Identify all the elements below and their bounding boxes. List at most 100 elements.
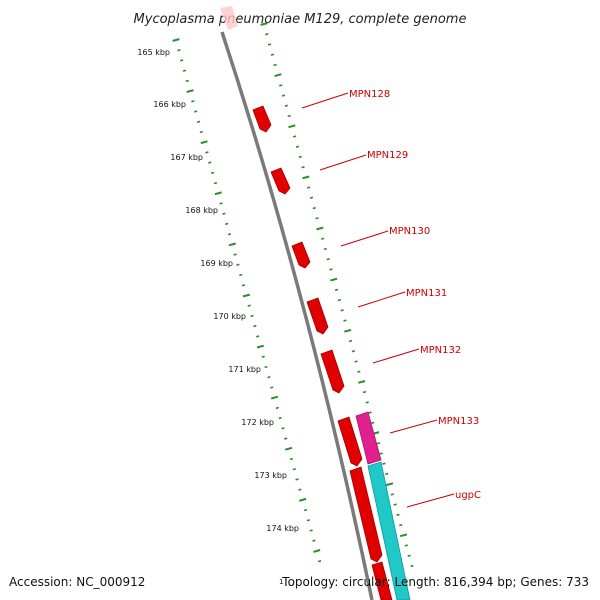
kbp-tick-minor: [191, 100, 195, 103]
gene-block-mpn129[interactable]: [270, 167, 291, 195]
feature-tick-minor: [362, 390, 367, 394]
feature-tick-minor: [393, 503, 397, 506]
kbp-tick-major: [256, 344, 265, 349]
gene-block-bottom[interactable]: [371, 561, 393, 600]
feature-tick-minor: [306, 186, 311, 189]
feature-tick-minor: [315, 217, 319, 220]
feature-tick-minor: [371, 421, 375, 424]
gene-block-mpn128[interactable]: [252, 105, 272, 133]
feature-tick-major: [274, 73, 282, 78]
kbp-tick-minor: [194, 110, 198, 113]
kbp-tick-minor: [177, 49, 181, 52]
feature-tick-minor: [348, 339, 353, 343]
feature-tick-minor: [365, 401, 369, 404]
feature-tick-major: [399, 533, 408, 538]
kbp-tick-major: [214, 191, 222, 196]
kbp-tick-minor: [255, 335, 260, 338]
feature-tick-minor: [334, 288, 339, 292]
kbp-tick-minor: [185, 79, 189, 83]
kbp-tick-minor: [309, 529, 313, 532]
gene-block-mpn130[interactable]: [291, 241, 311, 269]
kbp-label-166: 166 kbp: [153, 100, 186, 109]
feature-tick-minor: [399, 523, 403, 527]
gene-block-mpn132[interactable]: [320, 349, 345, 394]
kbp-tick-minor: [267, 376, 271, 379]
kbp-tick-minor: [211, 171, 215, 174]
kbp-tick-major: [186, 89, 194, 93]
kbp-tick-minor: [219, 202, 223, 205]
genome-backbone: [220, 31, 374, 600]
feature-tick-minor: [270, 53, 275, 56]
feature-tick-minor: [312, 206, 316, 210]
feature-tick-minor: [295, 145, 300, 148]
gene-block-mpn133-left[interactable]: [337, 416, 363, 467]
gene-label-ugpc[interactable]: ugpC: [455, 490, 481, 501]
feature-tick-minor: [396, 513, 400, 516]
kbp-tick-major: [200, 140, 208, 145]
feature-tick-major: [316, 226, 324, 231]
feature-tick-major: [302, 175, 310, 180]
kbp-tick-minor: [306, 519, 311, 522]
gene-callouts: MPN128 MPN129 MPN130 MPN131 MPN132 MPN13…: [301, 89, 481, 508]
kbp-tick-minor: [253, 324, 257, 328]
feature-tick-minor: [382, 462, 386, 465]
feature-tick-minor: [273, 63, 277, 67]
feature-tick-minor: [376, 442, 381, 445]
feature-tick-minor: [292, 135, 297, 138]
kbp-tick-minor: [179, 59, 184, 62]
feature-tick-minor: [267, 43, 272, 46]
gene-label-mpn129[interactable]: MPN129: [367, 150, 408, 161]
feature-tick-major: [330, 277, 338, 282]
gene-block-mpn131[interactable]: [306, 297, 329, 335]
kbp-tick-major: [270, 395, 279, 400]
kbp-tick-minor: [275, 406, 280, 410]
kbp-tick-minor: [239, 273, 243, 277]
feature-tick-major: [288, 124, 296, 129]
kbp-tick-minor: [298, 488, 302, 491]
kbp-label-171: 171 kbp: [228, 365, 261, 374]
feature-tick-minor: [343, 319, 347, 322]
kbp-label-169: 169 kbp: [200, 259, 233, 268]
feature-block-cyan[interactable]: [367, 461, 411, 600]
gene-label-mpn131[interactable]: MPN131: [406, 288, 447, 299]
feature-tick-major: [344, 328, 352, 333]
kbp-tick-minor: [303, 508, 308, 512]
gene-features: [252, 105, 411, 600]
feature-block-magenta[interactable]: [355, 411, 382, 465]
feature-tick-minor: [357, 370, 361, 373]
kbp-label-173: 173 kbp: [254, 471, 287, 480]
map-title: Mycoplasma pneumoniae M129, complete gen…: [134, 12, 467, 27]
kbp-tick-minor: [182, 69, 187, 72]
feature-tick-minor: [404, 544, 409, 547]
feature-tick-minor: [301, 166, 305, 169]
kbp-tick-minor: [236, 263, 240, 266]
gene-label-mpn132[interactable]: MPN132: [420, 345, 461, 356]
feature-tick-major: [385, 482, 394, 487]
kbp-tick-minor: [264, 365, 268, 369]
feature-tick-minor: [279, 84, 283, 87]
kbp-tick-major: [284, 446, 293, 451]
kbp-tick-minor: [292, 468, 296, 471]
kbp-tick-minor: [317, 560, 322, 563]
kbp-tick-minor: [205, 151, 209, 154]
genome-summary-text: Topology: circular; Length: 816,394 bp; …: [281, 575, 589, 589]
kbp-tick-major: [228, 242, 236, 247]
kbp-tick-minor: [233, 253, 237, 256]
feature-tick-minor: [407, 554, 411, 557]
gene-block-ugpc-left[interactable]: [349, 466, 383, 563]
kbp-tick-minor: [208, 161, 212, 164]
kbp-label-165: 165 kbp: [137, 48, 170, 57]
gene-label-mpn133[interactable]: MPN133: [438, 416, 479, 427]
feature-tick-minor: [340, 309, 344, 312]
feature-tick-minor: [265, 33, 269, 36]
kbp-tick-minor: [247, 304, 251, 307]
kbp-tick-minor: [261, 355, 265, 358]
kbp-tick-minor: [224, 222, 229, 226]
feature-tick-minor: [326, 258, 330, 261]
kbp-tick-minor: [227, 233, 232, 236]
kbp-tick-minor: [312, 539, 316, 542]
gene-label-mpn128[interactable]: MPN128: [349, 89, 390, 100]
gene-label-mpn130[interactable]: MPN130: [389, 226, 430, 237]
feature-tick-minor: [385, 472, 389, 476]
